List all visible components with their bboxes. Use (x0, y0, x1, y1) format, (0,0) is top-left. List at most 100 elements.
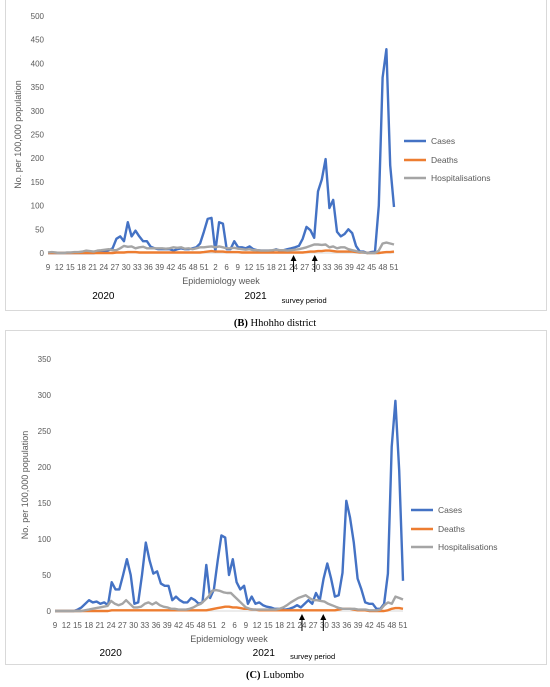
chart-c-legend-deaths-label: Deaths (438, 524, 465, 534)
chart-b-ytick-label: 400 (31, 59, 45, 68)
chart-b-survey-period-label: survey period (282, 296, 327, 305)
chart-panel-c: 0 50 100 150 200 250 300 350 9 12 15 18 21 24 27 30 33 36… (5, 330, 547, 665)
chart-c-xtick-label: 48 (387, 621, 396, 630)
chart-c-xtick-label: 45 (376, 621, 385, 630)
chart-b-xtick-label: 33 (323, 263, 332, 272)
chart-c-survey-period-label: survey period (290, 652, 335, 661)
chart-b-xtick-label: 48 (378, 263, 387, 272)
chart-b-year-label: 2021 (244, 291, 267, 302)
chart-c-xtick-label: 39 (163, 621, 172, 630)
chart-b-ytick-label: 350 (31, 83, 45, 92)
chart-b-xtick-label: 30 (122, 263, 131, 272)
chart-b-ytick-label: 100 (31, 202, 45, 211)
chart-b-xtick-label: 18 (267, 263, 276, 272)
chart-b-xtick-label: 21 (88, 263, 97, 272)
chart-c-x-axis-label: Epidemiology week (190, 634, 268, 644)
chart-c-ytick-label: 300 (38, 391, 52, 400)
chart-b-xtick-label: 12 (244, 263, 253, 272)
chart-b-xtick-label: 36 (144, 263, 153, 272)
chart-b-survey-arrow-head (311, 255, 318, 261)
chart-b-series-hospitalisations-line (47, 241, 395, 255)
chart-b-xtick-label: 45 (177, 263, 186, 272)
chart-c-xtick-label: 51 (399, 621, 408, 630)
chart-b-ytick-label: 0 (40, 249, 45, 258)
chart-c-xtick-label: 18 (84, 621, 93, 630)
chart-c-ytick-label: 100 (38, 535, 52, 544)
chart-b-xtick-label: 33 (133, 263, 142, 272)
chart-b-legend-cases-label: Cases (431, 136, 455, 146)
chart-c-xtick-label: 24 (107, 621, 116, 630)
chart-c-ytick-label: 250 (38, 427, 52, 436)
chart-c-year-label: 2021 (253, 648, 276, 659)
chart-b-ytick-label: 450 (31, 36, 45, 45)
chart-b-ytick-label: 500 (31, 12, 45, 21)
chart-c-legend-hospitalisations-label: Hospitalisations (438, 542, 498, 552)
chart-c-xtick-label: 33 (331, 621, 340, 630)
chart-b-xtick-label: 42 (356, 263, 365, 272)
chart-c-xtick-label: 48 (196, 621, 205, 630)
chart-c-year-label: 2020 (100, 648, 123, 659)
caption-c-letter: (C) (245, 670, 261, 681)
chart-c-xtick-label: 9 (53, 621, 58, 630)
chart-b-xtick-label: 39 (155, 263, 164, 272)
chart-c-legend-cases-label: Cases (438, 505, 462, 515)
chart-c-xtick-label: 45 (185, 621, 194, 630)
caption-b-letter: (B) (233, 318, 248, 329)
chart-b-xtick-label: 21 (278, 263, 287, 272)
chart-c-xtick-label: 36 (342, 621, 351, 630)
chart-b-xtick-label: 12 (55, 263, 64, 272)
chart-b-xtick-label: 24 (99, 263, 108, 272)
chart-b-xtick-label: 30 (311, 263, 320, 272)
caption-c-text: Lubombo (263, 670, 305, 681)
chart-b-year-label: 2020 (92, 291, 115, 302)
chart-c-xtick-label: 15 (73, 621, 82, 630)
chart-b-xtick-label: 18 (77, 263, 86, 272)
chart-c-xtick-label: 42 (174, 621, 183, 630)
chart-b-ytick-label: 250 (31, 131, 45, 140)
chart-b-xtick-label: 42 (166, 263, 175, 272)
chart-c-series-cases-line (55, 399, 405, 613)
chart-b-series-deaths-line (48, 249, 395, 255)
chart-c-xtick-label: 42 (365, 621, 374, 630)
chart-panel-b: 0 50 100 150 200 250 300 350 400 450 500 9 12 15 18 21 2… (5, 0, 547, 311)
chart-c-series-hospitalisations-line (55, 588, 404, 613)
chart-c-xtick-label: 9 (244, 621, 249, 630)
chart-c-xtick-label: 27 (118, 621, 127, 630)
chart-b-ytick-label: 50 (35, 225, 44, 234)
chart-b-xtick-label: 36 (334, 263, 343, 272)
chart-b-legend-hospitalisations-label: Hospitalisations (431, 173, 491, 183)
chart-c-xtick-label: 6 (232, 621, 237, 630)
chart-b-xtick-label: 48 (189, 263, 198, 272)
chart-b-xtick-label: 45 (367, 263, 376, 272)
chart-b-xtick-label: 9 (46, 263, 51, 272)
chart-b-series-cases-line (48, 48, 396, 255)
chart-c-xtick-label: 12 (253, 621, 262, 630)
chart-c-xtick-label: 21 (286, 621, 295, 630)
chart-b-xtick-label: 9 (236, 263, 241, 272)
chart-b-ytick-label: 150 (31, 178, 45, 187)
chart-c-xtick-label: 15 (264, 621, 273, 630)
chart-c-ytick-label: 350 (38, 355, 52, 364)
chart-c-ytick-label: 150 (38, 499, 52, 508)
chart-c-xtick-label: 36 (152, 621, 161, 630)
caption-c: (C) Lubombo (0, 670, 550, 681)
chart-b-survey-arrow-head (290, 255, 297, 261)
chart-b-xtick-label: 2 (213, 263, 218, 272)
chart-b-legend-deaths-label: Deaths (431, 155, 458, 165)
chart-b-xtick-label: 51 (390, 263, 399, 272)
chart-b-xtick-label: 27 (300, 263, 309, 272)
chart-b-xtick-label: 6 (224, 263, 229, 272)
chart-c-xtick-label: 27 (309, 621, 318, 630)
chart-c-ytick-label: 50 (42, 571, 51, 580)
chart-c-xtick-label: 21 (95, 621, 104, 630)
chart-c-survey-arrow-head (298, 614, 305, 620)
chart-b-x-axis-label: Epidemiology week (182, 276, 260, 286)
chart-c-ytick-label: 0 (47, 607, 52, 616)
chart-b-xtick-label: 27 (111, 263, 120, 272)
chart-c-ytick-label: 200 (38, 463, 52, 472)
caption-b-text: Hhohho district (250, 318, 317, 329)
chart-c-survey-arrow-head (320, 614, 327, 620)
caption-b: (B) Hhohho district (0, 318, 550, 329)
